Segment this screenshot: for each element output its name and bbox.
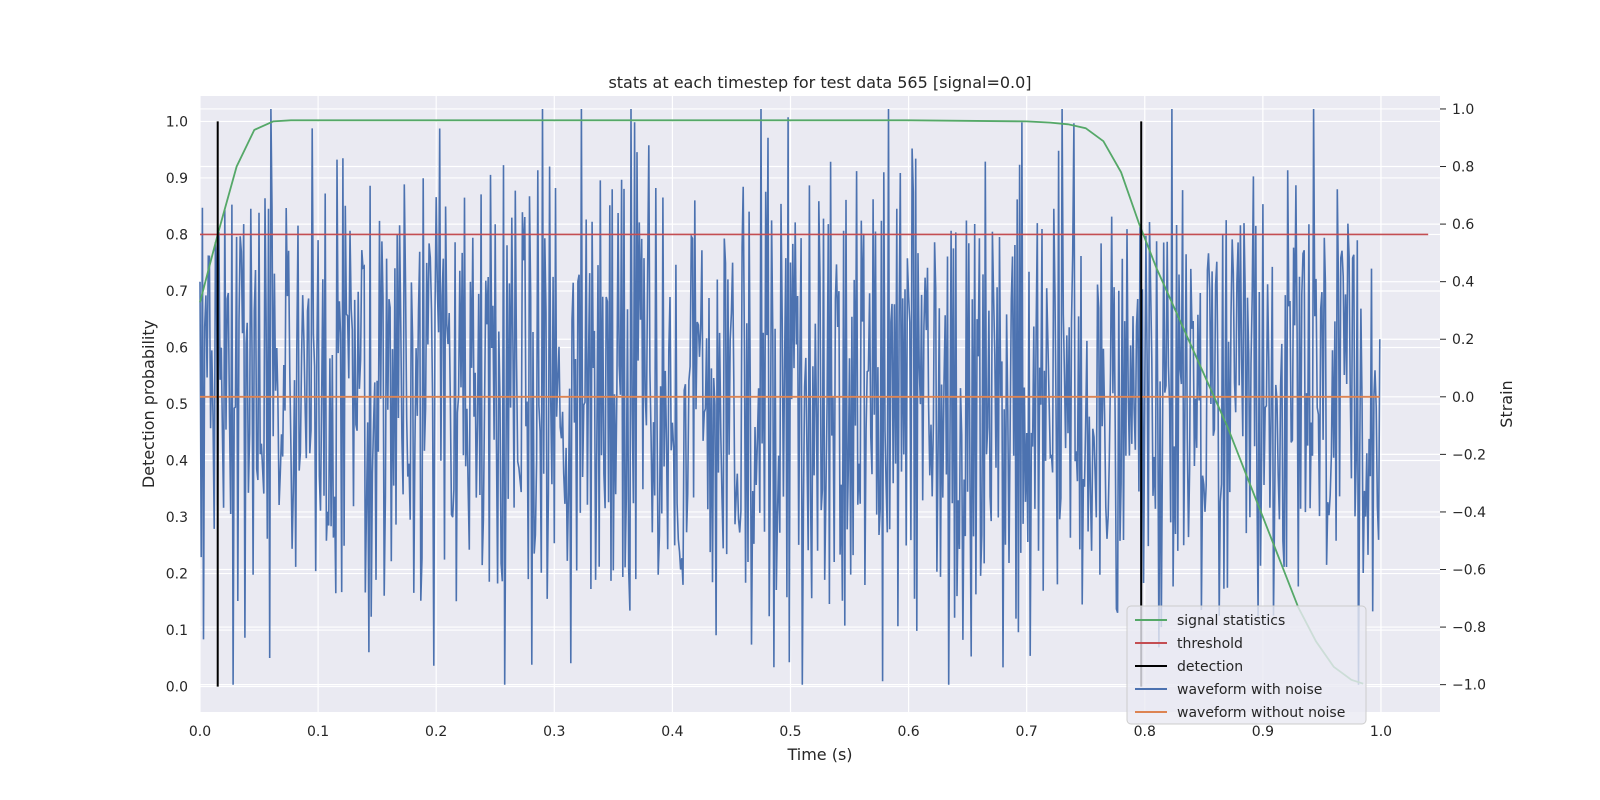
chart-title: stats at each timestep for test data 565… bbox=[608, 73, 1031, 92]
legend: signal statistics threshold detection wavef… bbox=[1126, 605, 1367, 725]
x-tick-label: 0.1 bbox=[307, 724, 329, 740]
y-tick-label-left: 0.4 bbox=[166, 454, 188, 470]
legend-label: threshold bbox=[1177, 636, 1243, 652]
y-tick-label-right: 0.4 bbox=[1452, 275, 1474, 291]
y-tick-label-left: 1.0 bbox=[166, 114, 188, 130]
x-tick-label: 0.0 bbox=[189, 724, 211, 740]
x-tick-label: 0.3 bbox=[543, 724, 565, 740]
series-signal-statistics bbox=[199, 119, 1364, 685]
x-tick-label: 0.2 bbox=[425, 724, 447, 740]
y-tick-label-right: 0.0 bbox=[1452, 390, 1474, 406]
y-axis-label-left: Detection probability bbox=[139, 320, 158, 488]
x-tick-label: 1.0 bbox=[1370, 724, 1392, 740]
y-tick-label-right: −1.0 bbox=[1452, 678, 1486, 694]
legend-label: signal statistics bbox=[1177, 613, 1285, 629]
y-tick-label-left: 0.8 bbox=[166, 227, 188, 243]
y-tick-label-right: −0.4 bbox=[1452, 505, 1486, 521]
y-tick-label-left: 0.0 bbox=[166, 680, 188, 696]
series-waveform-with-noise bbox=[199, 108, 1381, 685]
x-tick-label: 0.4 bbox=[661, 724, 683, 740]
x-axis-label: Time (s) bbox=[786, 745, 852, 764]
y-tick-label-right: 0.2 bbox=[1452, 332, 1474, 348]
y-tick-label-left: 0.9 bbox=[166, 171, 188, 187]
y-tick-label-left: 0.1 bbox=[166, 623, 188, 639]
y-tick-label-left: 0.6 bbox=[166, 340, 188, 356]
y-tick-label-right: 1.0 bbox=[1452, 102, 1474, 118]
y-tick-label-right: 0.6 bbox=[1452, 217, 1474, 233]
y-tick-label-right: 0.8 bbox=[1452, 160, 1474, 176]
legend-box bbox=[1126, 605, 1367, 725]
y-tick-label-left: 0.5 bbox=[166, 397, 188, 413]
x-tick-label: 0.6 bbox=[897, 724, 919, 740]
x-tick-label: 0.8 bbox=[1134, 724, 1156, 740]
legend-label: waveform without noise bbox=[1177, 705, 1345, 721]
x-tick-label: 0.5 bbox=[779, 724, 801, 740]
legend-label: detection bbox=[1177, 659, 1243, 675]
y-tick-label-right: −0.6 bbox=[1452, 563, 1486, 579]
y-tick-label-right: −0.2 bbox=[1452, 447, 1486, 463]
legend-label: waveform with noise bbox=[1177, 682, 1322, 698]
axes: 0.0 0.1 0.2 0.3 0.4 0.5 0.6 0.7 0.8 0.9 1.0 0.0 0.1 0… bbox=[166, 102, 1486, 740]
y-axis-label-right: Strain bbox=[1497, 380, 1516, 427]
y-tick-label-right: −0.8 bbox=[1452, 620, 1486, 636]
x-tick-label: 0.9 bbox=[1252, 724, 1274, 740]
y-tick-label-left: 0.3 bbox=[166, 510, 188, 526]
y-tick-label-left: 0.2 bbox=[166, 567, 188, 583]
y-tick-label-left: 0.7 bbox=[166, 284, 188, 300]
series-layer bbox=[199, 108, 1429, 687]
x-tick-label: 0.7 bbox=[1016, 724, 1038, 740]
